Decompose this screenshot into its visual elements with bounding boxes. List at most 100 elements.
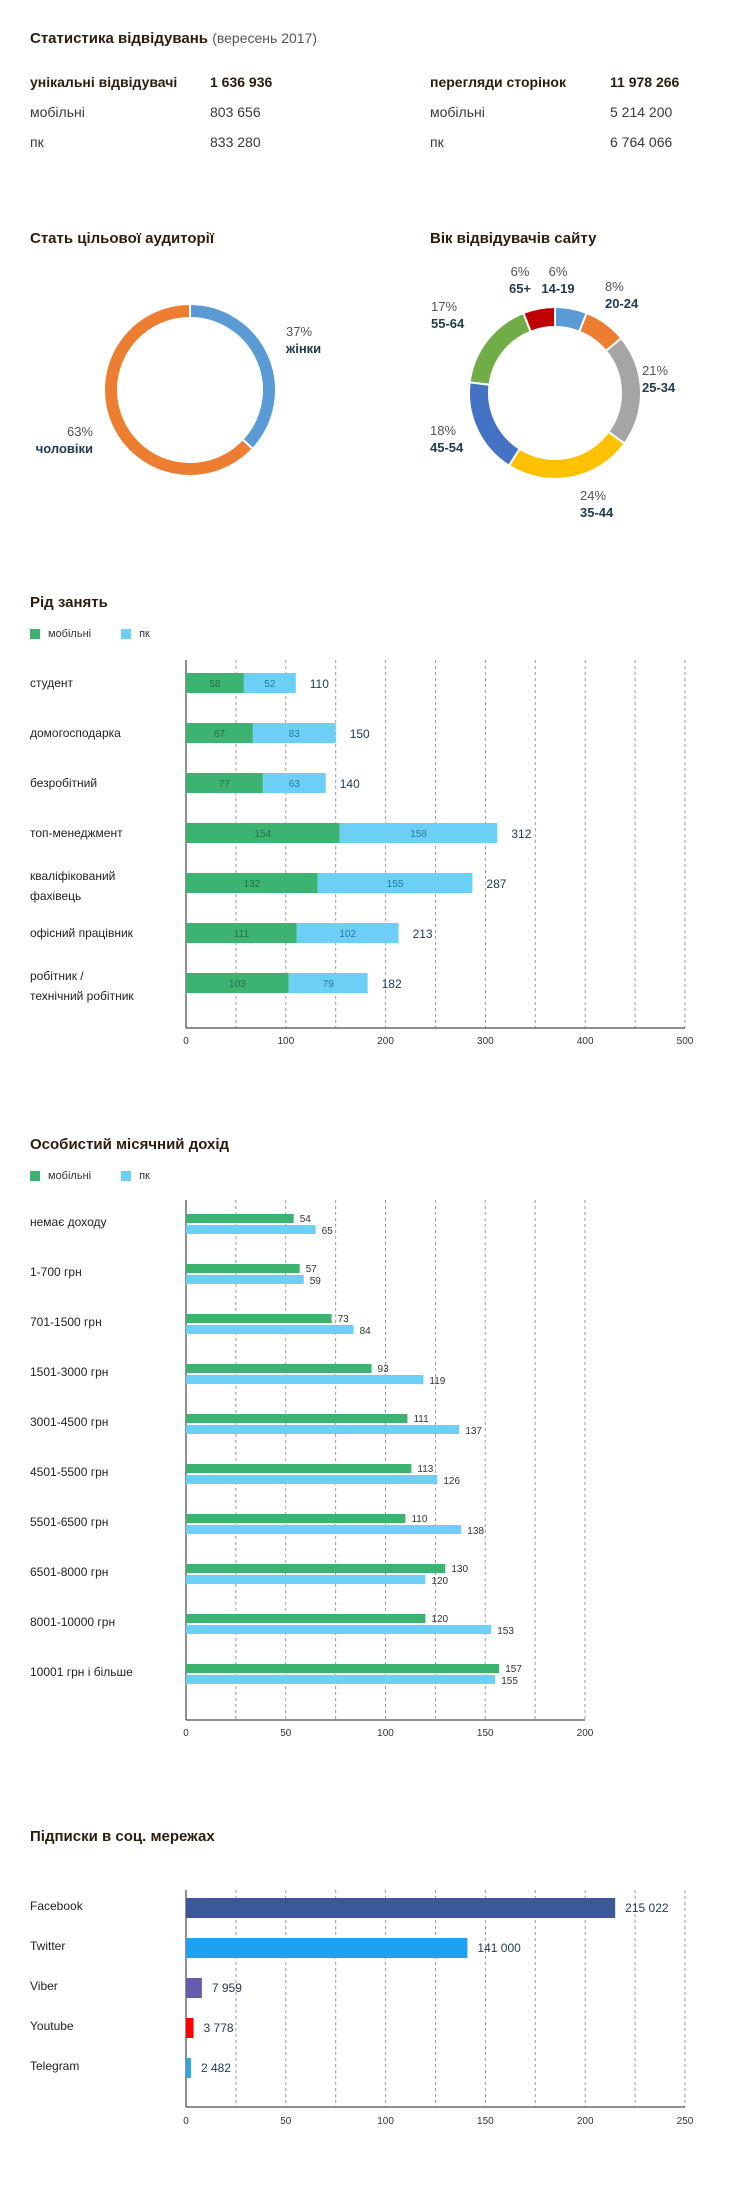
bar-pc-value: 155 [387, 879, 404, 890]
bar-total-value: 182 [382, 977, 402, 991]
bar-pc [186, 1375, 424, 1384]
bar-pc-value: 102 [339, 929, 356, 940]
social-bar-chart: 0 50 100 150 200 250 Facebook 215 022 Twitter 141… [30, 1890, 694, 2127]
bar-mobile-value: 157 [505, 1664, 522, 1675]
slice-pct-label: 18% [430, 423, 456, 438]
category-label: кваліфікований [30, 869, 115, 883]
bar-value: 2 482 [201, 2061, 231, 2075]
bar-pc-value: 126 [443, 1476, 460, 1487]
category-label: домогосподарка [30, 726, 121, 740]
x-tick-label: 200 [377, 1036, 394, 1047]
x-tick-label: 50 [280, 1728, 292, 1739]
bar-mobile [186, 923, 297, 943]
slice-pct-label: 6% [549, 264, 568, 279]
bar-mobile-value: 67 [214, 729, 226, 740]
bar-pc [186, 1325, 354, 1334]
stats-title: Статистика відвідувань (вересень 2017) [30, 30, 317, 47]
donut-slice-25-34 [604, 336, 642, 445]
x-tick-label: 150 [477, 2116, 494, 2127]
bar-mobile [186, 873, 318, 893]
stats-label: перегляди сторінок [430, 74, 566, 90]
donut-slice-65+ [522, 305, 556, 333]
legend-pc-label: пк [139, 628, 150, 640]
slice-name-label: жінки [285, 341, 321, 356]
bar-mobile-value: 73 [338, 1314, 350, 1325]
occupation-legend: мобільні пк [30, 628, 150, 640]
bar-total-value: 312 [511, 827, 531, 841]
stats-value: 11 978 266 [610, 74, 680, 90]
category-label: Telegram [30, 2059, 79, 2073]
bar-pc [288, 973, 368, 993]
bar-mobile [186, 1514, 406, 1523]
bar-pc-value: 153 [497, 1626, 514, 1637]
category-label: 8001-10000 грн [30, 1615, 115, 1629]
x-tick-label: 500 [677, 1036, 694, 1047]
bar-facebook [186, 1898, 616, 1918]
bar-pc [243, 673, 296, 693]
bar-mobile [186, 1264, 300, 1273]
legend-pc-swatch [121, 629, 132, 639]
stats-label: мобільні [430, 104, 485, 120]
bar-value: 141 000 [477, 1941, 521, 1955]
bar-pc-value: 83 [289, 729, 301, 740]
bar-mobile [186, 1664, 500, 1673]
category-label: 4501-5500 грн [30, 1465, 108, 1479]
bar-pc-value: 119 [429, 1376, 445, 1387]
category-label: Viber [30, 1979, 58, 1993]
income-legend: мобільні пк [30, 1170, 150, 1182]
slice-name-label: 45-54 [430, 440, 464, 455]
bar-pc-value: 59 [310, 1276, 322, 1287]
stats-value: 833 280 [210, 134, 261, 150]
x-tick-label: 250 [677, 2116, 694, 2127]
bar-mobile [186, 1614, 426, 1623]
legend-mobile-swatch [30, 1171, 40, 1181]
bar-pc [317, 873, 473, 893]
category-label: студент [30, 676, 74, 690]
bar-mobile [186, 1314, 332, 1323]
bar-twitter [186, 1938, 468, 1958]
stats-value: 6 764 066 [610, 134, 673, 150]
bar-youtube [186, 2018, 194, 2038]
bar-pc-value: 120 [431, 1576, 448, 1587]
legend-pc-swatch [121, 1171, 132, 1181]
bar-pc [339, 823, 498, 843]
gender-chart-title: Стать цільової аудиторії [30, 230, 215, 247]
x-tick-label: 100 [377, 1728, 394, 1739]
x-tick-label: 300 [477, 1036, 494, 1047]
x-tick-label: 0 [183, 1036, 189, 1047]
category-label: Twitter [30, 1939, 65, 1953]
occupation-bar-chart: 0 100 200 300 400 500 студент 58 52 110 домогоспод… [30, 660, 694, 1047]
slice-pct-label: 37% [286, 324, 312, 339]
slice-name-label: 25-34 [642, 380, 676, 395]
bar-telegram [186, 2058, 191, 2078]
category-label: Facebook [30, 1899, 84, 1913]
bar-pc [186, 1475, 438, 1484]
bar-value: 215 022 [625, 1901, 669, 1915]
bar-mobile-value: 154 [255, 829, 272, 840]
bar-mobile [186, 1364, 372, 1373]
stats-title-text: Статистика відвідувань [30, 30, 209, 47]
bar-mobile [186, 723, 253, 743]
category-label: фахівець [30, 889, 81, 903]
bar-mobile [186, 773, 263, 793]
bar-mobile-value: 120 [431, 1614, 448, 1625]
stats-label: унікальні відвідувачі [30, 74, 178, 90]
bar-pc-value: 158 [410, 829, 427, 840]
bar-value: 7 959 [212, 1981, 242, 1995]
bar-mobile-value: 58 [209, 679, 221, 690]
bar-pc-value: 52 [264, 679, 276, 690]
bar-mobile [186, 973, 289, 993]
x-tick-label: 100 [277, 1036, 294, 1047]
slice-pct-label: 17% [431, 299, 457, 314]
slice-name-label: 20-24 [605, 296, 639, 311]
slice-name-label: 65+ [509, 281, 531, 296]
bar-pc-value: 138 [467, 1526, 484, 1537]
bar-mobile-value: 93 [378, 1364, 390, 1375]
bar-total-value: 140 [340, 777, 360, 791]
x-tick-label: 400 [577, 1036, 594, 1047]
legend-pc-label: пк [139, 1170, 150, 1182]
bar-pc [186, 1575, 426, 1584]
bar-mobile-value: 110 [411, 1514, 427, 1525]
bar-value: 3 778 [204, 2021, 234, 2035]
